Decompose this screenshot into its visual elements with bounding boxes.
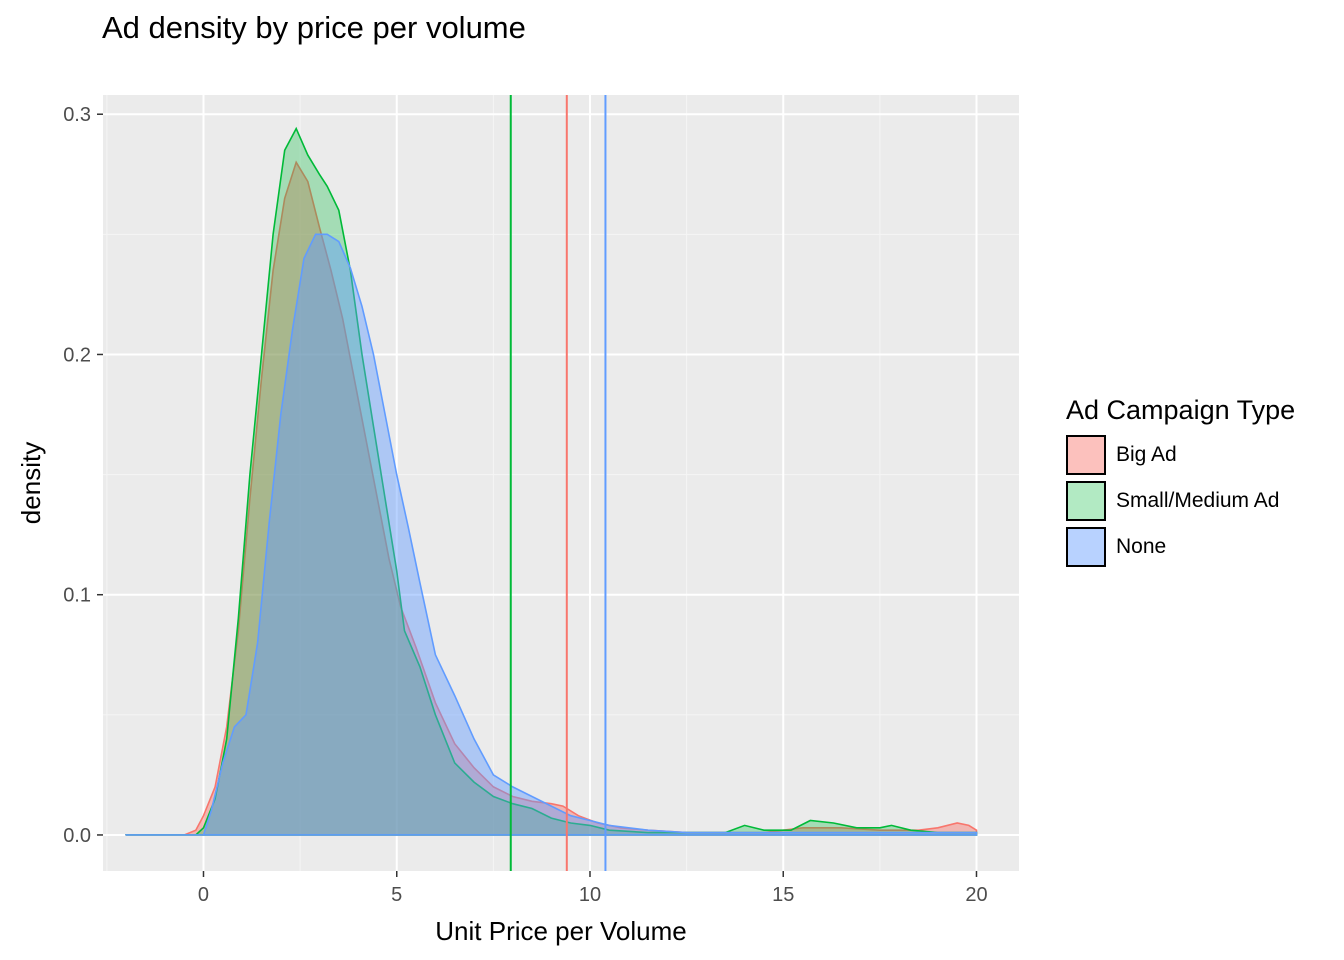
- legend-key-small-medium-ad: [1066, 481, 1106, 521]
- x-tick-label: 0: [198, 884, 209, 906]
- density-area-big-ad: [125, 160, 978, 836]
- y-tick-label: 0.0: [63, 825, 91, 847]
- x-tick-label: 10: [579, 884, 601, 906]
- y-axis-title: density: [16, 442, 46, 524]
- x-tick-label: 5: [391, 884, 402, 906]
- legend-item-none: None: [1066, 524, 1295, 570]
- legend-item-big-ad: Big Ad: [1066, 432, 1295, 478]
- grid-lines: [103, 95, 1019, 871]
- x-tick-label: 15: [772, 884, 794, 906]
- density-area-small-medium-ad: [125, 126, 978, 836]
- legend-title: Ad Campaign Type: [1066, 395, 1296, 425]
- legend: Ad Campaign Type Big Ad Small/Medium Ad …: [1066, 395, 1295, 570]
- y-tick-label: 0.3: [63, 104, 91, 126]
- legend-label-big-ad: Big Ad: [1116, 443, 1177, 466]
- legend-key-none: [1066, 527, 1106, 567]
- density-area-none: [125, 233, 978, 836]
- x-axis-title: Unit Price per Volume: [435, 916, 686, 946]
- legend-item-small-medium-ad: Small/Medium Ad: [1066, 478, 1295, 524]
- plot-panel: [103, 95, 1019, 871]
- legend-key-big-ad: [1066, 435, 1106, 475]
- mean-lines: [509, 95, 607, 871]
- y-tick-label: 0.1: [63, 585, 91, 607]
- axes: 0 5 10 15 20 0.0 0.1 0.2 0.3: [63, 104, 987, 906]
- density-areas: [125, 126, 978, 836]
- x-tick-label: 20: [965, 884, 987, 906]
- y-tick-label: 0.2: [63, 344, 91, 366]
- chart-title: Ad density by price per volume: [102, 10, 526, 45]
- legend-label-none: None: [1116, 535, 1167, 558]
- legend-label-small-medium-ad: Small/Medium Ad: [1116, 489, 1280, 512]
